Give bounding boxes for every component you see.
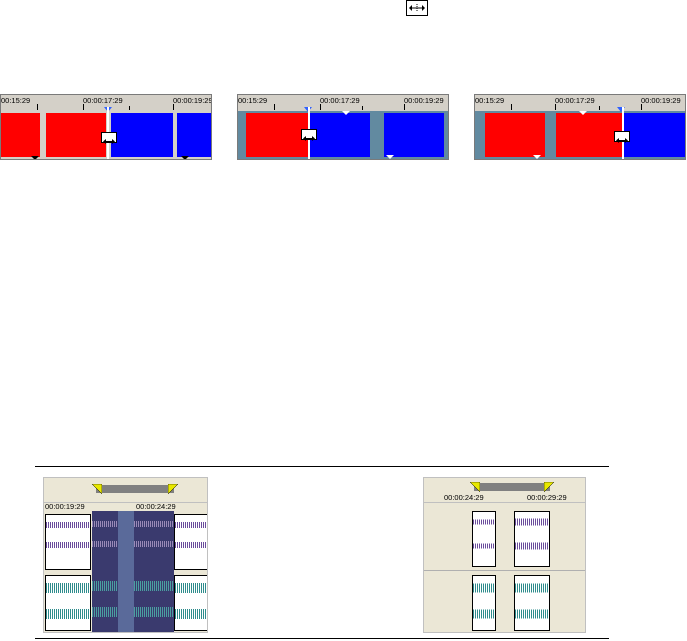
tick-label: 00:00:17:29 <box>320 96 360 105</box>
audio-clip[interactable] <box>174 575 207 631</box>
playhead-marker-icon[interactable] <box>617 107 625 112</box>
video-clip-red[interactable] <box>46 113 106 157</box>
video-clip-blue[interactable] <box>384 113 444 157</box>
timeline-panel-3: 00:15:29 00:00:17:29 00:00:19:29 <box>474 94 686 160</box>
trim-cursor-icon <box>301 129 317 141</box>
video-clip-red[interactable] <box>485 113 545 157</box>
loop-end-icon[interactable] <box>168 484 178 494</box>
tick-label: 00:00:19:29 <box>45 502 85 511</box>
trim-cursor-icon <box>614 131 630 143</box>
video-clip-red[interactable] <box>1 113 40 157</box>
loop-region[interactable] <box>96 485 174 493</box>
video-clip-red[interactable] <box>246 113 308 157</box>
region-marker-icon <box>579 111 587 115</box>
video-clip-blue[interactable] <box>111 113 173 157</box>
region-marker-icon <box>342 111 350 115</box>
audio-clip[interactable] <box>45 575 91 631</box>
audio-clip[interactable] <box>514 575 550 631</box>
time-ruler[interactable]: 00:15:29 00:00:17:29 00:00:19:29 <box>1 95 211 112</box>
audio-clip[interactable] <box>514 511 550 567</box>
tick-label: 00:15:29 <box>1 96 31 105</box>
time-ruler[interactable]: 00:15:29 00:00:17:29 00:00:19:29 <box>238 95 448 112</box>
audio-clip[interactable] <box>472 575 496 631</box>
tick-label: 00:00:19:29 <box>641 96 681 105</box>
audio-timeline-panel-2: 00:00:24:29 00:00:29:29 <box>423 477 586 633</box>
tick-label: 00:00:24:29 <box>136 502 176 511</box>
tick-label: 00:00:19:29 <box>404 96 444 105</box>
fade-marker-icon <box>386 155 394 159</box>
time-ruler[interactable] <box>44 478 207 503</box>
audio-clip[interactable] <box>472 511 496 567</box>
track-divider <box>424 570 585 571</box>
tick-label: 00:15:29 <box>238 96 268 105</box>
loop-start-icon[interactable] <box>92 484 102 494</box>
timeline-panel-2: 00:15:29 00:00:17:29 00:00:19:29 <box>237 94 449 160</box>
time-ruler[interactable] <box>424 478 585 503</box>
video-clip-blue[interactable] <box>177 113 211 157</box>
fade-marker-icon <box>533 155 541 159</box>
fade-marker-icon <box>31 156 39 159</box>
fade-marker-icon <box>181 156 189 159</box>
timeline-panel-1: 00:15:29 00:00:17:29 00:00:19:29 <box>0 94 212 160</box>
divider <box>35 466 609 467</box>
video-clip-red[interactable] <box>556 113 622 157</box>
loop-region[interactable] <box>474 483 550 491</box>
loop-start-icon[interactable] <box>470 482 480 492</box>
tick-label: 00:00:19:29 <box>173 96 212 105</box>
audio-clip[interactable] <box>45 514 91 570</box>
tick-label: 00:00:17:29 <box>555 96 595 105</box>
divider <box>35 638 609 639</box>
audio-clip[interactable] <box>174 514 207 570</box>
selected-waveforms <box>92 521 174 617</box>
video-clip-blue[interactable] <box>624 113 685 157</box>
trim-cursor-icon <box>406 0 428 16</box>
selection-gap <box>118 511 134 632</box>
tick-label: 00:15:29 <box>475 96 505 105</box>
audio-timeline-panel-1: 00:00:19:29 00:00:24:29 <box>43 477 208 633</box>
loop-end-icon[interactable] <box>544 482 554 492</box>
trim-cursor-icon <box>101 132 117 144</box>
tick-label: 00:00:17:29 <box>83 96 123 105</box>
tick-label: 00:00:29:29 <box>527 493 567 502</box>
video-clip-blue[interactable] <box>310 113 370 157</box>
tick-label: 00:00:24:29 <box>444 493 484 502</box>
time-ruler[interactable]: 00:15:29 00:00:17:29 00:00:19:29 <box>475 95 685 112</box>
